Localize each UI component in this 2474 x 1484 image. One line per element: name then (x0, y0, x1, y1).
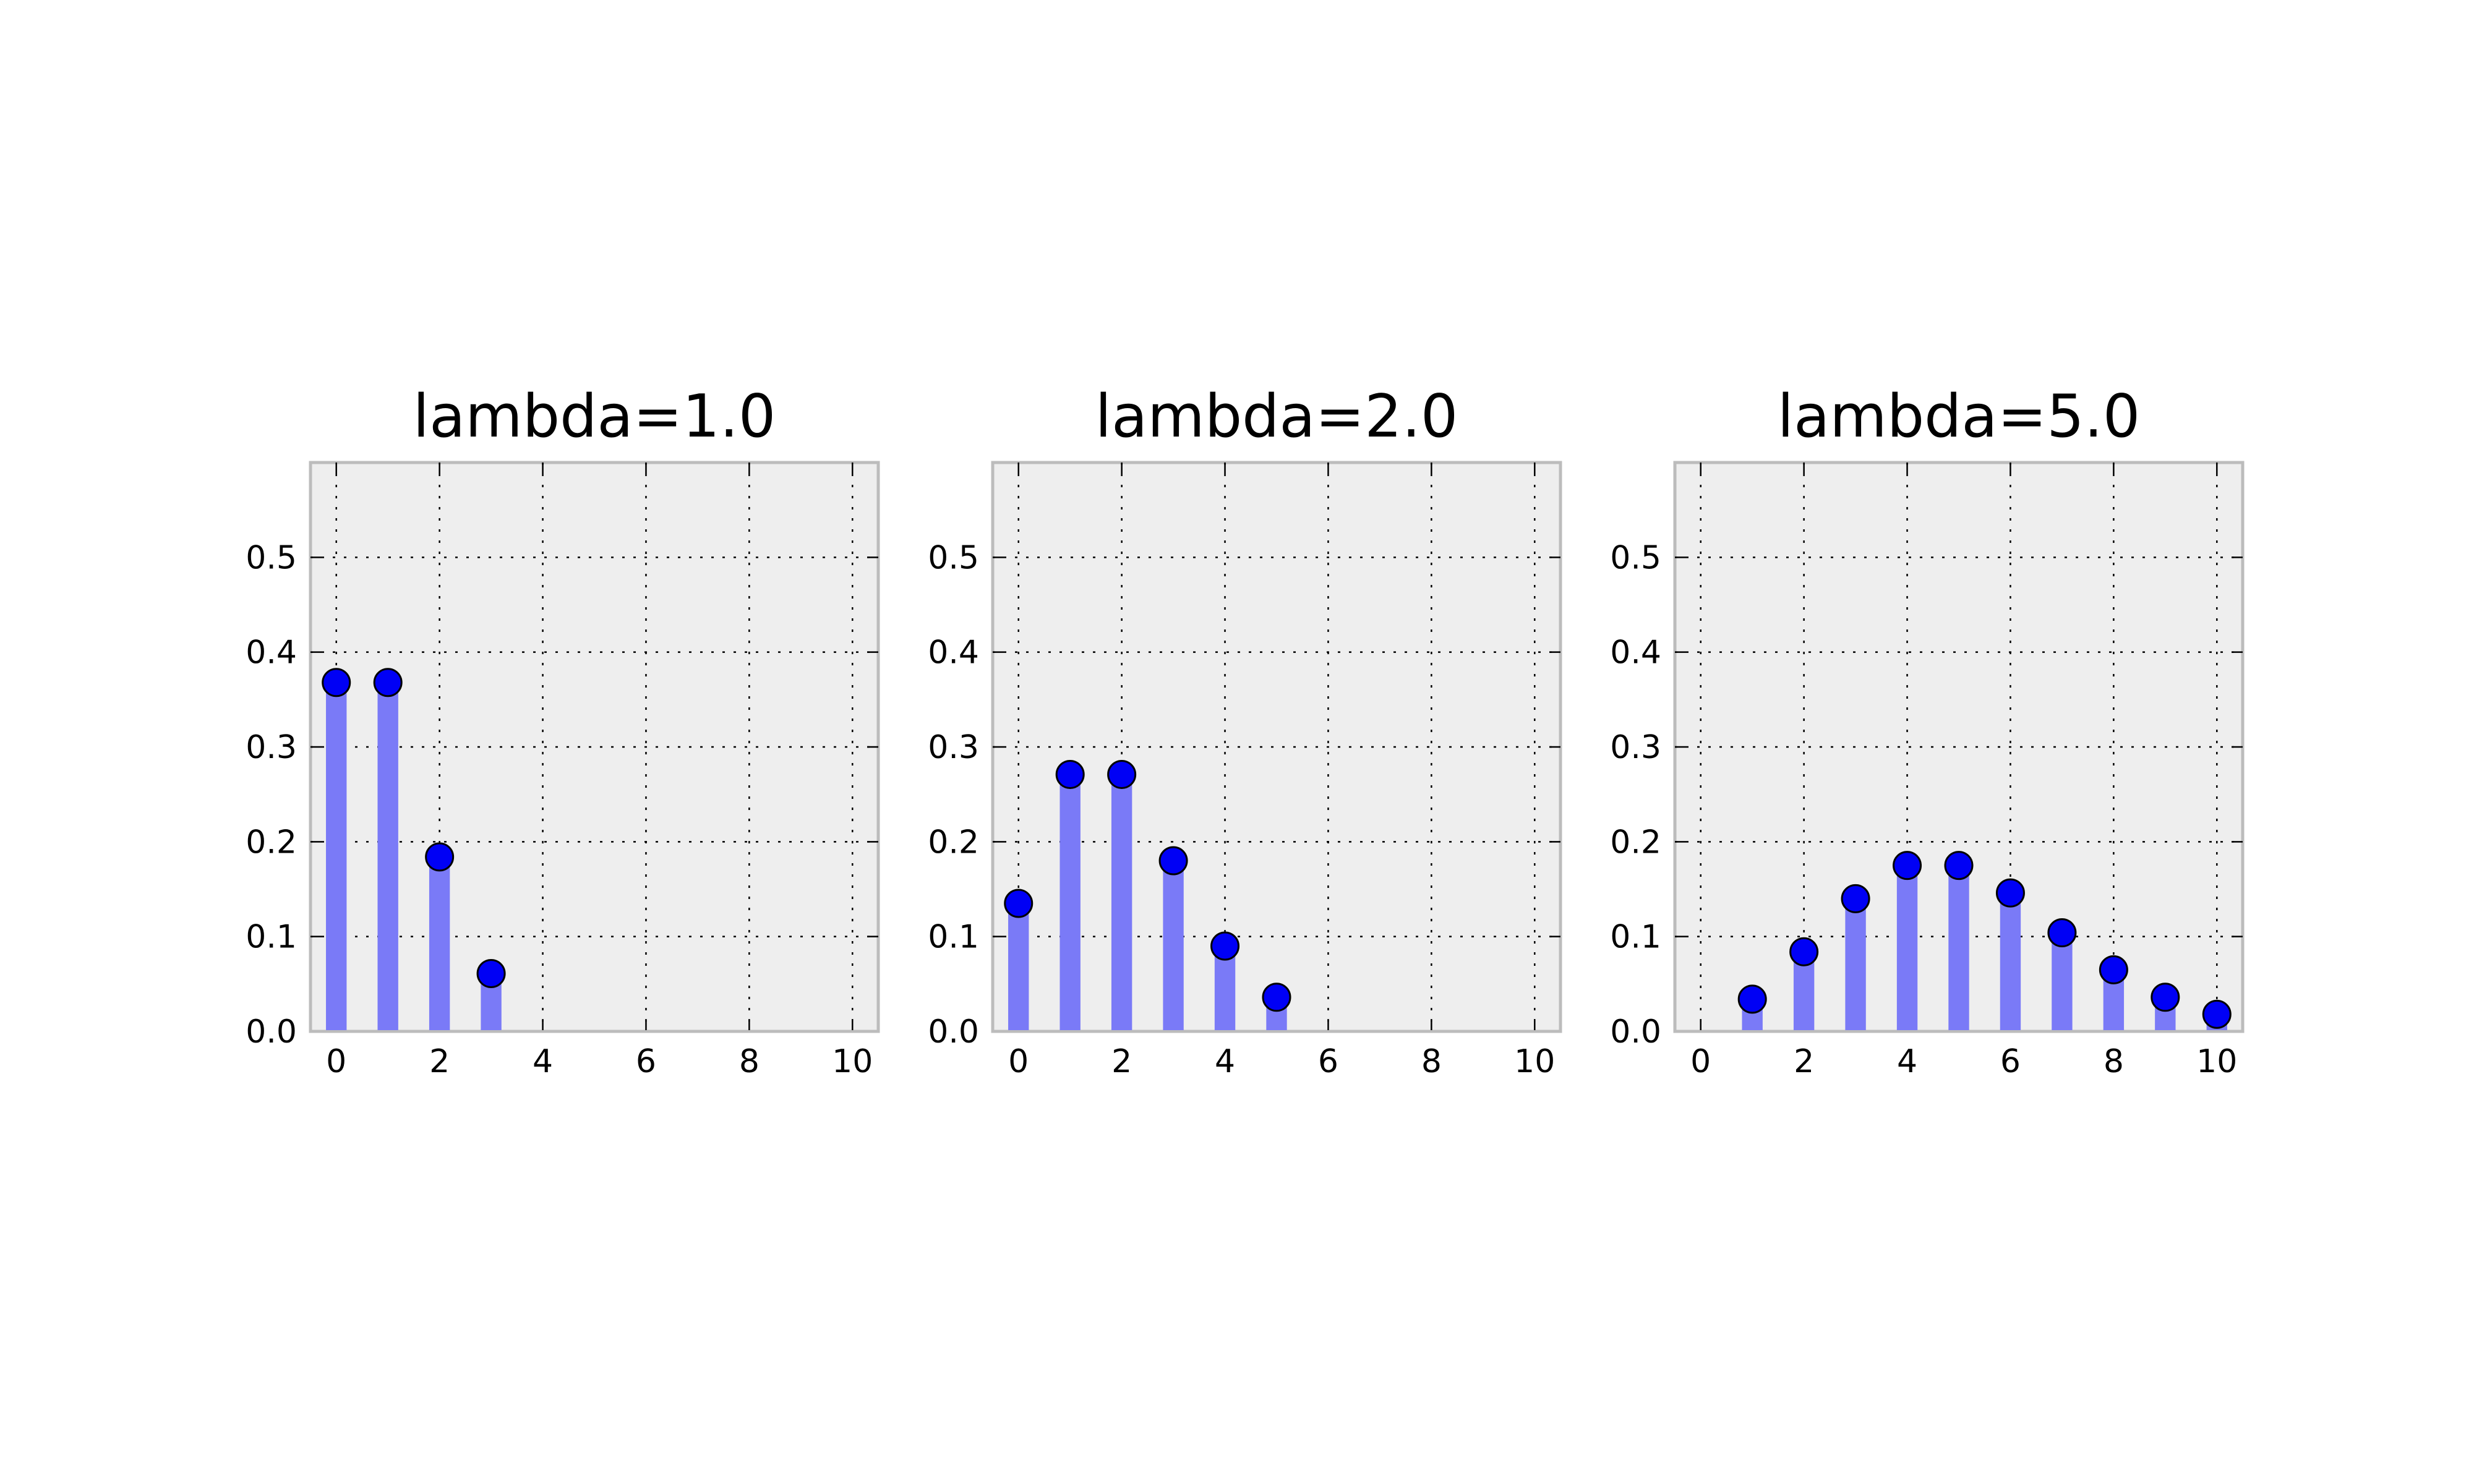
bar (1111, 774, 1132, 1031)
y-tick-label: 0.3 (928, 729, 979, 766)
data-point (1995, 878, 2025, 908)
y-tick-label: 0.3 (246, 729, 297, 766)
data-point (476, 958, 506, 988)
data-point (1210, 931, 1240, 961)
panel-lambda-1: 0.0 0.1 0.2 0.3 0.4 0.5 0 2 4 6 8 10 lambda=1.0 (246, 383, 880, 1080)
data-point (1944, 851, 1974, 881)
bar (1948, 865, 1969, 1031)
data-point (1107, 759, 1137, 789)
bar (1896, 865, 1918, 1031)
data-point (1893, 851, 1922, 881)
y-tick-label: 0.2 (1610, 824, 1661, 861)
panel-lambda-2: 0.0 0.1 0.2 0.3 0.4 0.5 0 2 4 6 8 10 lambda=2.0 (928, 383, 1562, 1080)
bar (2000, 893, 2021, 1031)
y-tick-label: 0.1 (246, 919, 297, 956)
x-tick-label: 0 (326, 1043, 346, 1080)
y-tick-label: 0.5 (1610, 539, 1661, 576)
panel-title: lambda=2.0 (1095, 383, 1458, 451)
x-tick-label: 10 (2196, 1043, 2237, 1080)
bar (326, 682, 347, 1031)
y-tick-label: 0.5 (928, 539, 979, 576)
data-point (322, 668, 351, 697)
bar (429, 856, 450, 1031)
y-tick-label: 0.1 (1610, 919, 1661, 956)
y-tick-label: 0.5 (246, 539, 297, 576)
panel-lambda-5: 0.0 0.1 0.2 0.3 0.4 0.5 0 2 4 6 8 10 lambda=5.0 (1610, 383, 2245, 1080)
y-tick-label: 0.0 (1610, 1013, 1661, 1051)
x-tick-label: 0 (1008, 1043, 1029, 1080)
x-tick-label: 4 (533, 1043, 553, 1080)
x-tick-label: 2 (1794, 1043, 1814, 1080)
y-tick-label: 0.2 (246, 824, 297, 861)
x-tick-label: 0 (1690, 1043, 1711, 1080)
x-tick-label: 4 (1897, 1043, 1917, 1080)
x-tick-label: 6 (2000, 1043, 2021, 1080)
x-tick-label: 8 (2104, 1043, 2124, 1080)
data-point (2099, 955, 2128, 984)
panel-title: lambda=1.0 (413, 383, 776, 451)
x-tick-label: 6 (1318, 1043, 1338, 1080)
y-tick-label: 0.4 (1610, 634, 1661, 672)
bar (1059, 774, 1081, 1031)
data-point (1789, 937, 1819, 966)
x-tick-label: 8 (1421, 1043, 1442, 1080)
data-point (1737, 984, 1767, 1014)
y-tick-label: 0.0 (246, 1013, 297, 1051)
data-point (1055, 759, 1085, 789)
bar (1008, 903, 1029, 1031)
data-point (2047, 918, 2077, 948)
x-tick-label: 2 (429, 1043, 450, 1080)
y-tick-label: 0.4 (246, 634, 297, 672)
y-tick-label: 0.3 (1610, 729, 1661, 766)
x-tick-label: 6 (636, 1043, 656, 1080)
x-tick-label: 2 (1111, 1043, 1132, 1080)
data-point (2202, 999, 2232, 1029)
panel-title: lambda=5.0 (1778, 383, 2141, 451)
plot-area (991, 461, 1562, 1033)
y-tick-label: 0.0 (928, 1013, 979, 1051)
y-tick-label: 0.4 (928, 634, 979, 672)
x-tick-label: 10 (1514, 1043, 1555, 1080)
data-point (425, 842, 455, 872)
plot-area (309, 461, 880, 1033)
x-tick-label: 8 (739, 1043, 760, 1080)
bar (377, 682, 398, 1031)
data-point (1158, 846, 1188, 876)
data-point (2151, 983, 2180, 1012)
bar (1845, 898, 1866, 1031)
data-point (373, 668, 403, 697)
bar (2052, 932, 2073, 1031)
y-tick-label: 0.2 (928, 824, 979, 861)
data-point (1004, 889, 1034, 918)
x-tick-label: 10 (832, 1043, 873, 1080)
y-tick-label: 0.1 (928, 919, 979, 956)
data-point (1262, 983, 1291, 1012)
bar (1163, 861, 1184, 1031)
data-point (1841, 884, 1870, 913)
x-tick-label: 4 (1215, 1043, 1235, 1080)
